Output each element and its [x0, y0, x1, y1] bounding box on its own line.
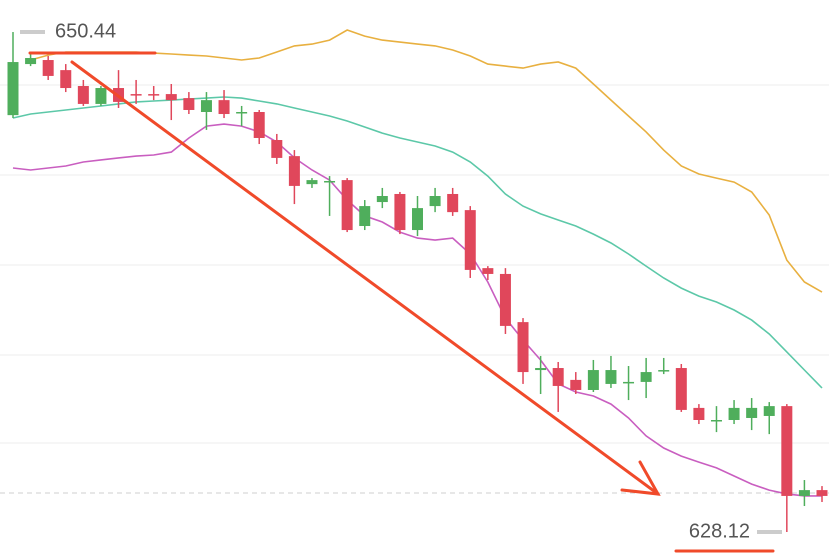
candle-body — [236, 112, 248, 114]
candle-body — [148, 94, 160, 96]
candle-body — [499, 273, 511, 326]
candle-body — [359, 206, 371, 227]
candle-body — [464, 210, 476, 270]
candle-body — [623, 381, 635, 384]
candle-body — [447, 193, 459, 213]
candle-body — [7, 62, 19, 116]
candle-body — [429, 196, 441, 207]
candle-body — [306, 180, 318, 185]
candle-body — [165, 94, 177, 101]
candle-body — [60, 70, 72, 89]
low-label: 628.12 — [689, 520, 750, 542]
candle-body — [658, 370, 670, 372]
arrow-head — [620, 460, 661, 496]
candle-body — [341, 180, 353, 231]
indicator-line — [12, 96, 823, 389]
plot — [0, 29, 829, 532]
candle-body — [271, 140, 283, 158]
candle-body — [218, 100, 230, 115]
candle-body — [570, 379, 582, 390]
high-label: 650.44 — [55, 20, 116, 42]
candle-body — [412, 208, 423, 231]
grid — [0, 84, 829, 444]
candle-body — [587, 370, 599, 390]
candle-body — [552, 368, 564, 386]
candle-body — [710, 420, 722, 422]
candle-body — [183, 98, 195, 110]
candle-body — [200, 100, 212, 112]
candle-body — [535, 368, 547, 371]
candle-body — [42, 60, 54, 76]
candle-body — [77, 86, 89, 104]
candle-body — [746, 407, 758, 418]
candle-body — [394, 193, 406, 231]
candle-body — [376, 196, 388, 203]
candle-body — [728, 407, 740, 420]
candle-body — [130, 94, 142, 96]
candle-body — [816, 490, 828, 496]
candle-body — [288, 156, 300, 186]
candle-body — [605, 370, 617, 384]
candle-body — [763, 406, 775, 416]
candle-body — [675, 368, 687, 410]
drawings — [28, 51, 775, 553]
candle-body — [25, 58, 37, 65]
candle-body — [482, 268, 494, 274]
drawn-arrow — [70, 60, 660, 496]
candle-body — [253, 112, 265, 138]
candle-body — [781, 406, 793, 496]
indicator-line — [12, 123, 822, 497]
candle-body — [95, 88, 107, 104]
candle-body — [324, 180, 336, 183]
candle-body — [798, 490, 810, 496]
indicator-line — [30, 29, 823, 293]
candle-body — [640, 372, 652, 382]
candle-body — [693, 407, 705, 420]
candle-body — [517, 322, 529, 373]
